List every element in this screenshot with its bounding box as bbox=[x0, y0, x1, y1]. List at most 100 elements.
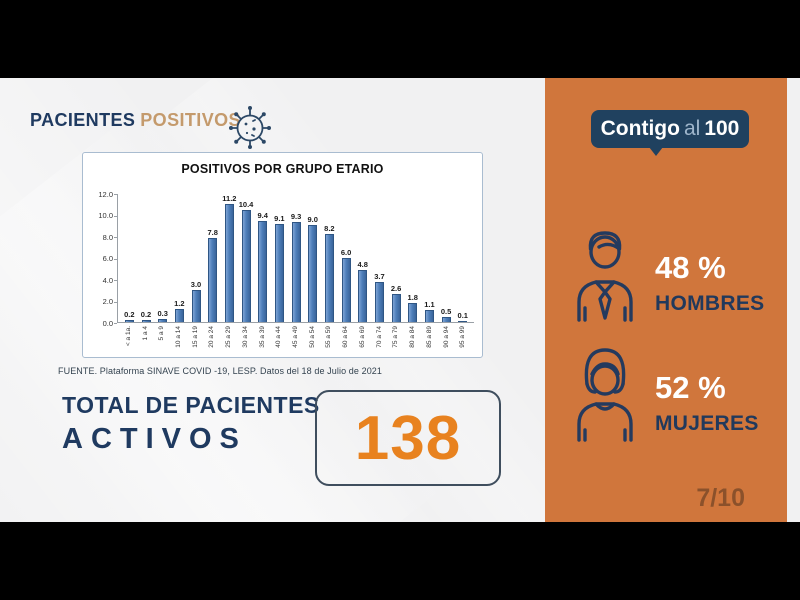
bar bbox=[374, 282, 384, 322]
woman-icon bbox=[571, 340, 639, 451]
y-tick-label: 10.0 bbox=[98, 211, 113, 220]
y-tick-mark bbox=[114, 280, 117, 281]
bar bbox=[391, 294, 401, 322]
bar-slot: 8.2 bbox=[321, 194, 338, 322]
bar-value-label: 0.2 bbox=[140, 309, 152, 319]
bar bbox=[341, 257, 351, 322]
bar-value-label: 10.4 bbox=[238, 200, 254, 210]
letterbox-top bbox=[0, 0, 800, 78]
chart-bars: 0.2 0.2 0.3 1.2 3.0 7.8 11.2 10.4 9.4 9.1 9.3 9.0 8.… bbox=[118, 194, 474, 322]
x-tick-label: 95 a 99 bbox=[459, 326, 467, 348]
total-patients-label-line1: TOTAL DE PACIENTES bbox=[62, 392, 320, 418]
bar-slot: 9.1 bbox=[271, 194, 288, 322]
bar-value-label: 9.1 bbox=[274, 214, 285, 224]
bar-slot: 0.5 bbox=[438, 194, 455, 322]
chart-plot-area: 0.2 0.2 0.3 1.2 3.0 7.8 11.2 10.4 9.4 9.1 9.3 9.0 8.… bbox=[117, 194, 474, 323]
bar-slot: 9.4 bbox=[254, 194, 271, 322]
page-indicator: 7/10 bbox=[696, 484, 745, 512]
bar-value-label: 2.6 bbox=[390, 284, 402, 294]
page-title-primary: PACIENTES bbox=[30, 110, 136, 130]
bar-slot: 6.0 bbox=[338, 194, 355, 322]
bar bbox=[174, 309, 184, 322]
chart-x-axis: < a 1a. 1 a 4 5 a 9 10 a 14 15 a 19 20 a 24 25… bbox=[117, 324, 474, 357]
x-tick-label: 85 a 89 bbox=[425, 326, 433, 348]
sidebar-panel: Contigo al 100 48 % HOMBRES bbox=[545, 78, 787, 522]
bar-value-label: 1.2 bbox=[174, 299, 185, 309]
x-tick-label: 15 a 19 bbox=[191, 326, 199, 348]
y-tick-mark bbox=[114, 301, 117, 303]
bar-value-label: 0.5 bbox=[440, 306, 452, 316]
x-tick-label: 1 a 4 bbox=[141, 326, 149, 341]
y-tick-label: 2.0 bbox=[102, 297, 113, 306]
bar-value-label: 0.3 bbox=[157, 308, 168, 318]
bar bbox=[141, 319, 151, 322]
contigo-al-100-logo: Contigo al 100 bbox=[591, 110, 749, 156]
stat-women: 52 % MUJERES bbox=[655, 370, 759, 436]
bar-slot: 9.3 bbox=[288, 194, 305, 322]
bar-slot: 0.3 bbox=[154, 194, 171, 322]
men-label: HOMBRES bbox=[655, 292, 765, 315]
bar-slot: 0.2 bbox=[138, 194, 155, 322]
bar bbox=[241, 210, 251, 322]
x-tick-label: 40 a 44 bbox=[275, 326, 283, 348]
x-tick-label: 80 a 84 bbox=[409, 326, 417, 348]
y-tick-label: 4.0 bbox=[102, 275, 113, 285]
total-value-box: 138 bbox=[315, 390, 501, 486]
bar-slot: 1.1 bbox=[421, 194, 438, 322]
bar-slot: 7.8 bbox=[204, 194, 221, 322]
bar-slot: 3.7 bbox=[371, 194, 388, 322]
bar-value-label: 1.8 bbox=[407, 292, 418, 302]
total-value: 138 bbox=[354, 403, 462, 473]
bar-value-label: 3.0 bbox=[190, 279, 202, 289]
bar bbox=[158, 318, 168, 322]
x-tick-label: 30 a 34 bbox=[241, 326, 249, 348]
chart-title: POSITIVOS POR GRUPO ETARIO bbox=[181, 162, 384, 176]
bar-slot: 11.2 bbox=[221, 194, 238, 322]
bar bbox=[224, 204, 234, 322]
bar-slot: 1.8 bbox=[404, 194, 421, 322]
y-tick-mark bbox=[114, 215, 117, 217]
bar-slot: 9.0 bbox=[304, 194, 321, 322]
bar-value-label: 4.8 bbox=[357, 260, 368, 270]
bar-slot: 0.2 bbox=[121, 194, 138, 322]
bar-slot: 0.1 bbox=[454, 194, 471, 322]
x-tick-label: 45 a 49 bbox=[292, 326, 300, 348]
bar bbox=[408, 302, 418, 322]
bar-slot: 3.0 bbox=[188, 194, 205, 322]
bar bbox=[291, 222, 301, 322]
y-tick-mark bbox=[114, 323, 117, 324]
x-tick-label: 5 a 9 bbox=[158, 326, 166, 341]
page-title: PACIENTES POSITIVOS bbox=[30, 110, 241, 131]
bar-value-label: 6.0 bbox=[340, 247, 352, 257]
bar bbox=[424, 310, 434, 322]
y-tick-label: 8.0 bbox=[102, 232, 113, 242]
men-percent: 48 % bbox=[655, 250, 726, 285]
virus-icon bbox=[226, 102, 274, 155]
bar-value-label: 0.1 bbox=[457, 310, 468, 320]
bar-value-label: 0.2 bbox=[124, 309, 135, 319]
bar-value-label: 1.1 bbox=[424, 300, 435, 310]
bar bbox=[274, 224, 284, 322]
bar-value-label: 9.0 bbox=[307, 215, 318, 225]
man-icon bbox=[571, 220, 639, 331]
women-percent: 52 % bbox=[655, 370, 726, 405]
bar-value-label: 9.3 bbox=[290, 212, 302, 221]
x-tick-label: 10 a 14 bbox=[175, 326, 183, 348]
x-tick-label: 25 a 29 bbox=[225, 326, 233, 348]
stat-men: 48 % HOMBRES bbox=[655, 250, 764, 316]
total-patients-label-line2: ACTIVOS bbox=[62, 423, 247, 455]
x-tick-label: 20 a 24 bbox=[208, 326, 216, 348]
bar bbox=[308, 225, 318, 322]
bar-value-label: 3.7 bbox=[374, 272, 385, 282]
y-tick-label: 12.0 bbox=[98, 189, 113, 199]
y-tick-mark bbox=[114, 194, 117, 195]
bar-slot: 10.4 bbox=[238, 194, 255, 322]
source-note: FUENTE. Plataforma SINAVE COVID -19, LES… bbox=[58, 366, 383, 376]
bar-slot: 2.6 bbox=[388, 194, 405, 322]
bar bbox=[258, 221, 268, 322]
bar bbox=[458, 320, 468, 322]
x-tick-label: 60 a 64 bbox=[342, 326, 350, 348]
bar bbox=[208, 238, 218, 322]
bar-value-label: 9.4 bbox=[257, 211, 268, 220]
x-tick-label: 35 a 39 bbox=[258, 326, 266, 348]
